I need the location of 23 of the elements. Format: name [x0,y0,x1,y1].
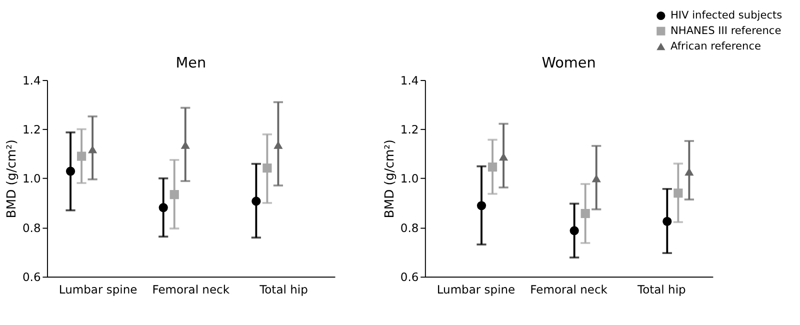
y-tick-label: 0.6 [22,270,41,284]
x-tick-label: Lumbar spine [58,282,138,296]
y-tick-label: 0.8 [400,220,419,235]
y-tick-label: 0.8 [22,220,41,235]
y-tick-label: 1.0 [22,172,41,186]
x-tick-label: Femoral neck [530,282,608,296]
x-tick-label: Femoral neck [152,282,230,296]
legend-label: African reference [670,40,761,52]
y-tick-label: 1.0 [400,172,419,186]
x-tick-label: Lumbar spine [436,282,516,296]
chart-title: Men [176,56,206,72]
y-axis-title: BMD (g/cm²) [382,139,397,218]
y-axis-title: BMD (g/cm²) [4,139,19,218]
y-tick-label: 0.6 [400,270,419,284]
y-tick-label: 1.2 [400,122,419,137]
y-tick-label: 1.4 [400,73,419,88]
legend-label: NHANES III reference [670,24,782,37]
y-tick-label: 1.2 [22,122,41,137]
y-tick-label: 1.4 [22,73,41,88]
x-tick-label: Total hip [636,282,686,296]
x-tick-label: Total hip [258,282,308,296]
legend-label: HIV infected subjects [670,10,782,22]
chart-title: Women [542,56,596,72]
